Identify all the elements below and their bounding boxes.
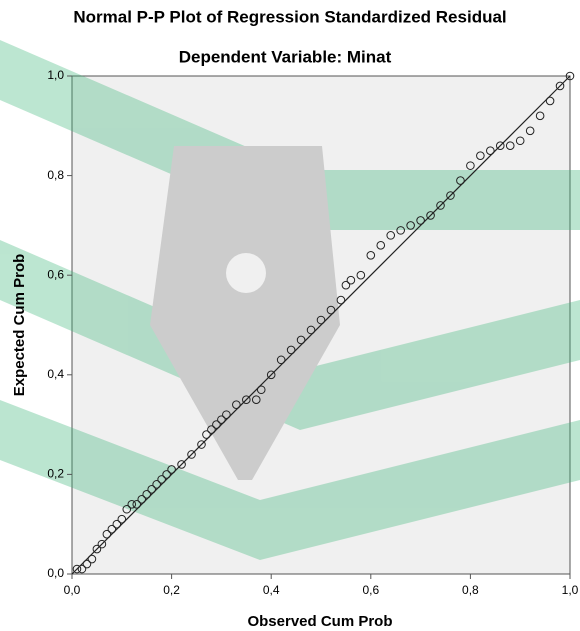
point	[565, 71, 575, 81]
point	[242, 395, 251, 405]
point	[505, 141, 515, 151]
point	[366, 250, 376, 260]
point	[137, 495, 147, 504]
point	[197, 440, 206, 449]
point	[266, 370, 276, 380]
point	[326, 305, 336, 315]
point	[87, 554, 97, 564]
y-tick-label: 0,0	[47, 566, 64, 580]
x-tick-label: 0,4	[263, 583, 280, 597]
x-tick-label: 0,6	[362, 583, 379, 597]
point	[426, 211, 435, 220]
chart-title: Normal P-P Plot of Regression Standardiz…	[73, 7, 506, 26]
x-tick-label: 0,0	[64, 583, 81, 597]
point	[545, 96, 555, 106]
point	[102, 529, 112, 539]
point	[386, 231, 396, 240]
point	[406, 221, 415, 230]
point	[396, 226, 405, 235]
point	[286, 345, 296, 355]
y-tick-label: 0,2	[47, 467, 64, 481]
x-tick-label: 1,0	[562, 583, 579, 597]
y-tick-label: 1,0	[47, 68, 64, 82]
point	[82, 559, 92, 569]
point	[72, 564, 82, 574]
chart-subtitle: Dependent Variable: Minat	[179, 47, 392, 66]
point	[97, 539, 107, 549]
point	[207, 425, 216, 434]
point	[162, 470, 171, 479]
point	[147, 485, 156, 494]
x-tick-label: 0,8	[462, 583, 479, 597]
point	[525, 126, 535, 136]
point	[142, 490, 151, 499]
point	[107, 524, 117, 534]
point	[555, 81, 565, 91]
point	[77, 564, 87, 574]
watermark-stripe	[0, 40, 580, 230]
point	[436, 201, 445, 210]
point	[177, 460, 186, 469]
point	[132, 499, 142, 509]
watermark-stripe	[0, 240, 580, 430]
point	[122, 504, 132, 514]
point	[495, 141, 505, 151]
point	[376, 241, 386, 250]
point	[446, 191, 455, 200]
point	[167, 465, 176, 474]
point	[212, 420, 221, 429]
point	[152, 480, 161, 489]
x-axis-label: Observed Cum Prob	[247, 613, 392, 630]
point	[296, 335, 306, 345]
point	[157, 475, 166, 484]
point	[217, 415, 226, 424]
point	[416, 216, 425, 225]
point	[456, 176, 465, 185]
watermark	[0, 40, 580, 560]
point	[127, 499, 137, 509]
point	[306, 325, 316, 335]
point	[232, 400, 241, 409]
y-tick-label: 0,8	[47, 168, 64, 182]
point	[356, 270, 366, 280]
point	[476, 151, 485, 160]
point	[336, 295, 346, 305]
point	[346, 275, 356, 285]
point	[187, 450, 196, 459]
x-tick-label: 0,2	[163, 583, 180, 597]
point	[92, 544, 102, 554]
point	[112, 519, 122, 529]
watermark-pen	[150, 146, 340, 480]
point	[251, 395, 261, 405]
watermark-pen-hole	[226, 253, 266, 293]
y-tick-label: 0,6	[47, 267, 64, 281]
point	[222, 410, 231, 419]
point	[316, 315, 326, 325]
point	[535, 111, 545, 121]
point	[202, 430, 211, 439]
point	[486, 146, 495, 155]
point	[466, 161, 475, 170]
point	[117, 514, 127, 524]
y-tick-label: 0,4	[47, 367, 64, 381]
point	[276, 355, 286, 365]
point	[515, 136, 525, 146]
watermark-stripe	[0, 400, 580, 560]
point	[341, 280, 351, 290]
y-axis-label: Expected Cum Prob	[11, 254, 28, 397]
point	[256, 385, 266, 395]
